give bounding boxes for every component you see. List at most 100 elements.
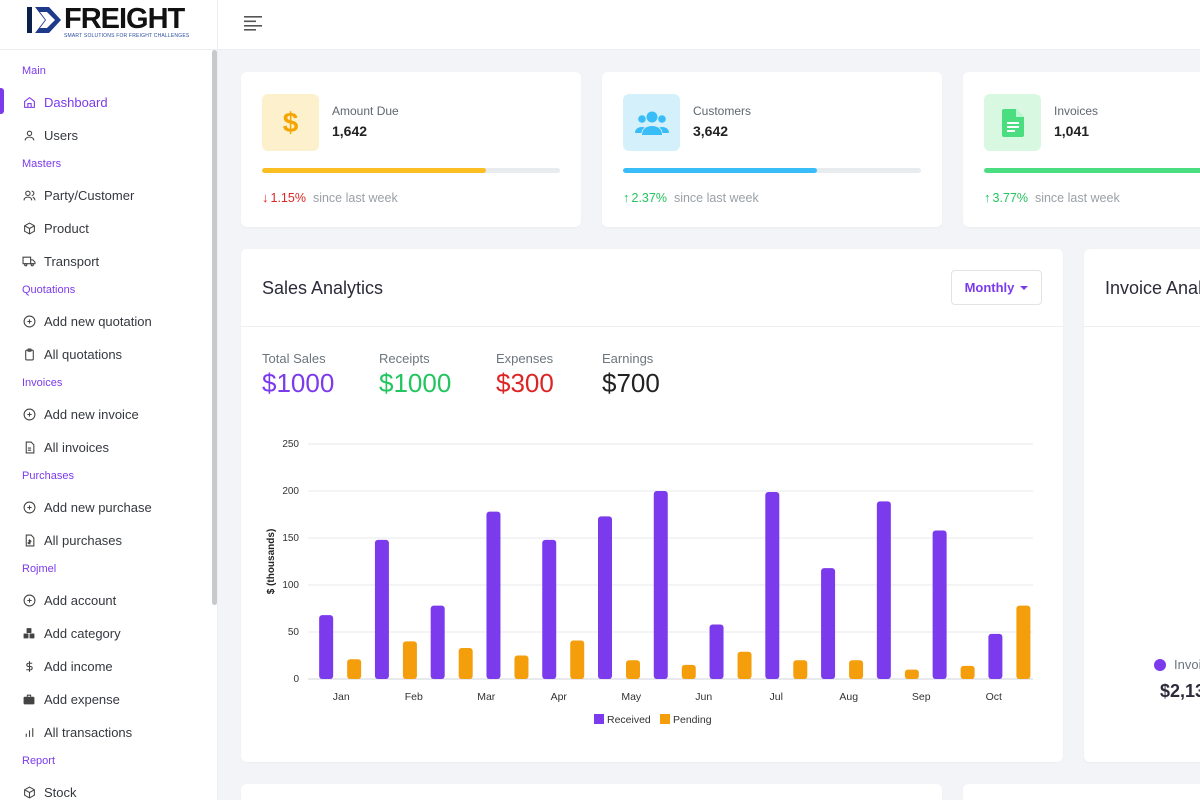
y-tick-label: 200	[282, 486, 299, 497]
home-icon	[22, 95, 36, 109]
stat-label: Customers	[693, 104, 752, 118]
clipboard-icon	[22, 347, 36, 361]
bottom-card-left	[241, 784, 942, 800]
sidebar-item-add-account[interactable]: Add account	[0, 587, 210, 613]
dollar-icon	[22, 659, 36, 673]
sidebar-item-users[interactable]: Users	[0, 122, 210, 148]
y-tick-label: 50	[288, 627, 300, 638]
sidebar-item-party[interactable]: Party/Customer	[0, 182, 210, 208]
bar-received	[430, 605, 445, 679]
sidebar-item-transport[interactable]: Transport	[0, 248, 210, 274]
bar-received	[876, 501, 891, 679]
document-icon	[1001, 108, 1024, 137]
sales-analytics-header: Sales Analytics Monthly	[241, 249, 1063, 327]
stat-change: ↓ 1.15%	[262, 190, 306, 205]
sidebar-item-all-transactions[interactable]: All transactions	[0, 719, 210, 745]
sidebar-item-label: All quotations	[44, 346, 123, 362]
stat-change-value: 2.37%	[631, 190, 667, 205]
stat-since: since last week	[1034, 190, 1120, 205]
progress-fill	[623, 168, 817, 173]
x-tick-label: Jul	[770, 691, 783, 703]
arrow-up-icon: ↑	[623, 190, 630, 205]
metric-total-sales: Total Sales $1000	[262, 351, 334, 399]
section-purchases: Purchases	[22, 470, 74, 482]
sidebar-item-dashboard[interactable]: Dashboard	[0, 89, 210, 115]
sidebar-item-all-invoices[interactable]: All invoices	[0, 434, 210, 460]
sidebar-item-stock[interactable]: Stock	[0, 779, 210, 800]
sidebar-item-label: Add new purchase	[44, 499, 152, 515]
period-dropdown-button[interactable]: Monthly	[951, 270, 1042, 305]
metric-earnings: Earnings $700	[602, 351, 660, 399]
stat-value: 1,642	[332, 123, 368, 139]
sidebar-item-add-income[interactable]: Add income	[0, 653, 210, 679]
bar-pending	[737, 651, 752, 679]
bar-pending	[626, 660, 640, 679]
sidebar-item-label: Product	[44, 220, 89, 236]
sidebar-item-all-purchases[interactable]: All purchases	[0, 527, 210, 553]
brand-name: FREIGHT	[64, 3, 185, 35]
stat-label: Amount Due	[332, 104, 399, 118]
bar-received	[374, 539, 389, 679]
y-axis-label: $ (thousands)	[266, 529, 277, 595]
stat-value: 1,041	[1054, 123, 1090, 139]
topbar	[218, 0, 1200, 50]
section-quotations: Quotations	[22, 284, 76, 296]
metric-expenses: Expenses $300	[496, 351, 554, 399]
section-main: Main	[22, 65, 46, 77]
brand-tagline: SMART SOLUTIONS FOR FREIGHT CHALLENGES	[64, 33, 190, 39]
sidebar-item-add-purchase[interactable]: Add new purchase	[0, 494, 210, 520]
sidebar-item-add-category[interactable]: Add category	[0, 620, 210, 646]
stat-since: since last week	[312, 190, 398, 205]
active-indicator	[0, 88, 4, 114]
bar-received	[821, 568, 836, 679]
bar-received	[765, 491, 780, 679]
arrow-down-icon: ↓	[262, 190, 269, 205]
progress-fill	[984, 168, 1200, 173]
legend-swatch	[660, 714, 670, 724]
stat-icon-box: $	[262, 94, 319, 151]
x-tick-label: Mar	[477, 691, 496, 703]
brand-logo[interactable]: FREIGHT SMART SOLUTIONS FOR FREIGHT CHAL…	[0, 0, 217, 50]
x-tick-label: May	[621, 691, 642, 703]
metric-label: Total Sales	[262, 351, 326, 366]
y-tick-label: 0	[293, 674, 299, 685]
stat-card-amount-due: $ Amount Due 1,642 ↓ 1.15% since last wee…	[241, 72, 581, 227]
stat-change-value: 3.77%	[992, 190, 1028, 205]
sidebar-item-add-invoice[interactable]: Add new invoice	[0, 401, 210, 427]
x-tick-label: Sep	[912, 691, 931, 703]
sidebar-item-label: Add account	[44, 592, 117, 608]
dollar-icon: $	[282, 106, 299, 138]
user-icon	[22, 128, 36, 142]
arrow-up-icon: ↑	[984, 190, 991, 205]
stat-footer: ↓ 1.15% since last week	[262, 190, 398, 205]
briefcase-icon	[22, 692, 36, 706]
sidebar-item-product[interactable]: Product	[0, 215, 210, 241]
brand-mark-icon	[27, 7, 61, 33]
sidebar-item-label: Users	[44, 127, 78, 143]
sidebar-item-all-quotations[interactable]: All quotations	[0, 341, 210, 367]
sales-analytics-card: Sales Analytics Monthly Total Sales $100…	[241, 249, 1063, 762]
bar-received	[932, 530, 947, 679]
box-icon	[22, 785, 36, 799]
bar-pending	[347, 659, 362, 679]
file-dollar-icon	[22, 533, 36, 547]
bar-received	[486, 511, 501, 679]
sidebar-item-add-quotation[interactable]: Add new quotation	[0, 308, 210, 334]
bar-pending	[793, 660, 808, 679]
bar-received	[653, 491, 668, 679]
sidebar-item-add-expense[interactable]: Add expense	[0, 686, 210, 712]
x-tick-label: Jun	[695, 691, 712, 703]
sidebar-item-label: Transport	[44, 253, 100, 269]
sidebar-item-label: Add income	[44, 658, 113, 674]
y-tick-label: 150	[282, 533, 299, 544]
plus-circle-icon	[22, 314, 36, 328]
stat-footer: ↑ 2.37% since last week	[623, 190, 759, 205]
users-icon	[22, 188, 36, 202]
menu-toggle-icon[interactable]	[244, 15, 262, 31]
sidebar-item-label: Add new quotation	[44, 313, 152, 329]
boxes-icon	[22, 626, 36, 640]
section-report: Report	[22, 755, 56, 767]
sidebar-scrollbar[interactable]	[212, 50, 217, 605]
x-tick-label: Oct	[986, 691, 1002, 703]
stat-progress	[623, 168, 921, 173]
